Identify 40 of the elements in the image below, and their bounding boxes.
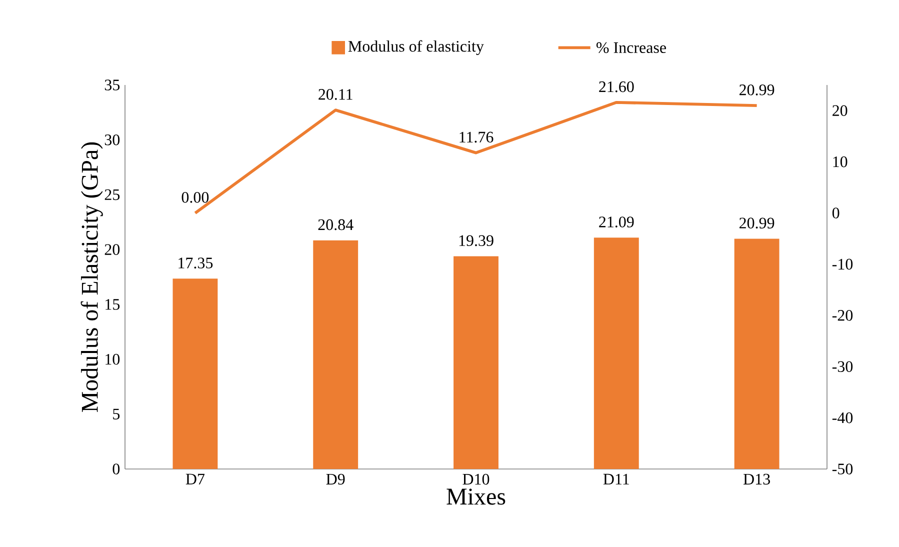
x-axis-title: Mixes bbox=[446, 488, 506, 505]
y-tick-label: 25 bbox=[104, 189, 120, 200]
y2-tick-label: 0 bbox=[832, 208, 840, 218]
data-label: 19.39 bbox=[459, 235, 494, 246]
y2-tick-label: 20 bbox=[832, 105, 848, 116]
bar bbox=[454, 256, 498, 469]
x-tick-label: D11 bbox=[603, 474, 629, 484]
y-tick-label: 35 bbox=[104, 80, 120, 90]
bar bbox=[594, 238, 639, 469]
y-tick-label: 30 bbox=[104, 134, 120, 146]
x-tick-label: D10 bbox=[462, 474, 490, 485]
y2-tick-label: -50 bbox=[832, 464, 853, 474]
bar bbox=[172, 278, 218, 469]
y-tick-label: 15 bbox=[106, 299, 120, 310]
y-tick-label: 0 bbox=[112, 464, 120, 474]
data-label: 11.76 bbox=[460, 132, 494, 143]
y2-tick-label: -40 bbox=[832, 412, 853, 424]
legend-label: % Increase bbox=[596, 42, 666, 54]
data-label: 20.99 bbox=[740, 218, 774, 229]
y-axis-title: Modulus of Elasticity (GPa) bbox=[80, 142, 103, 412]
y2-tick-label: -30 bbox=[832, 361, 853, 372]
y2-tick-label: -10 bbox=[832, 258, 853, 270]
bar bbox=[313, 240, 358, 469]
data-label: 0.00 bbox=[182, 192, 209, 203]
data-label: 21.09 bbox=[599, 216, 634, 228]
y2-tick-label: -20 bbox=[832, 310, 853, 321]
data-label: 20.99 bbox=[740, 84, 774, 96]
data-label: 17.35 bbox=[178, 258, 213, 268]
y-tick-label: 5 bbox=[113, 408, 120, 420]
x-tick-label: D7 bbox=[186, 474, 205, 484]
x-tick-label: D9 bbox=[326, 474, 345, 485]
data-label: 20.11 bbox=[318, 89, 352, 100]
legend-label: Modulus of elasticity bbox=[348, 40, 484, 56]
x-tick-label: D13 bbox=[743, 474, 770, 485]
bar bbox=[734, 238, 780, 469]
y-tick-label: 20 bbox=[104, 244, 120, 255]
data-label: 20.84 bbox=[318, 219, 354, 230]
y2-tick-label: 10 bbox=[833, 156, 848, 168]
data-label: 21.60 bbox=[599, 81, 634, 92]
y-tick-label: 10 bbox=[106, 354, 120, 365]
